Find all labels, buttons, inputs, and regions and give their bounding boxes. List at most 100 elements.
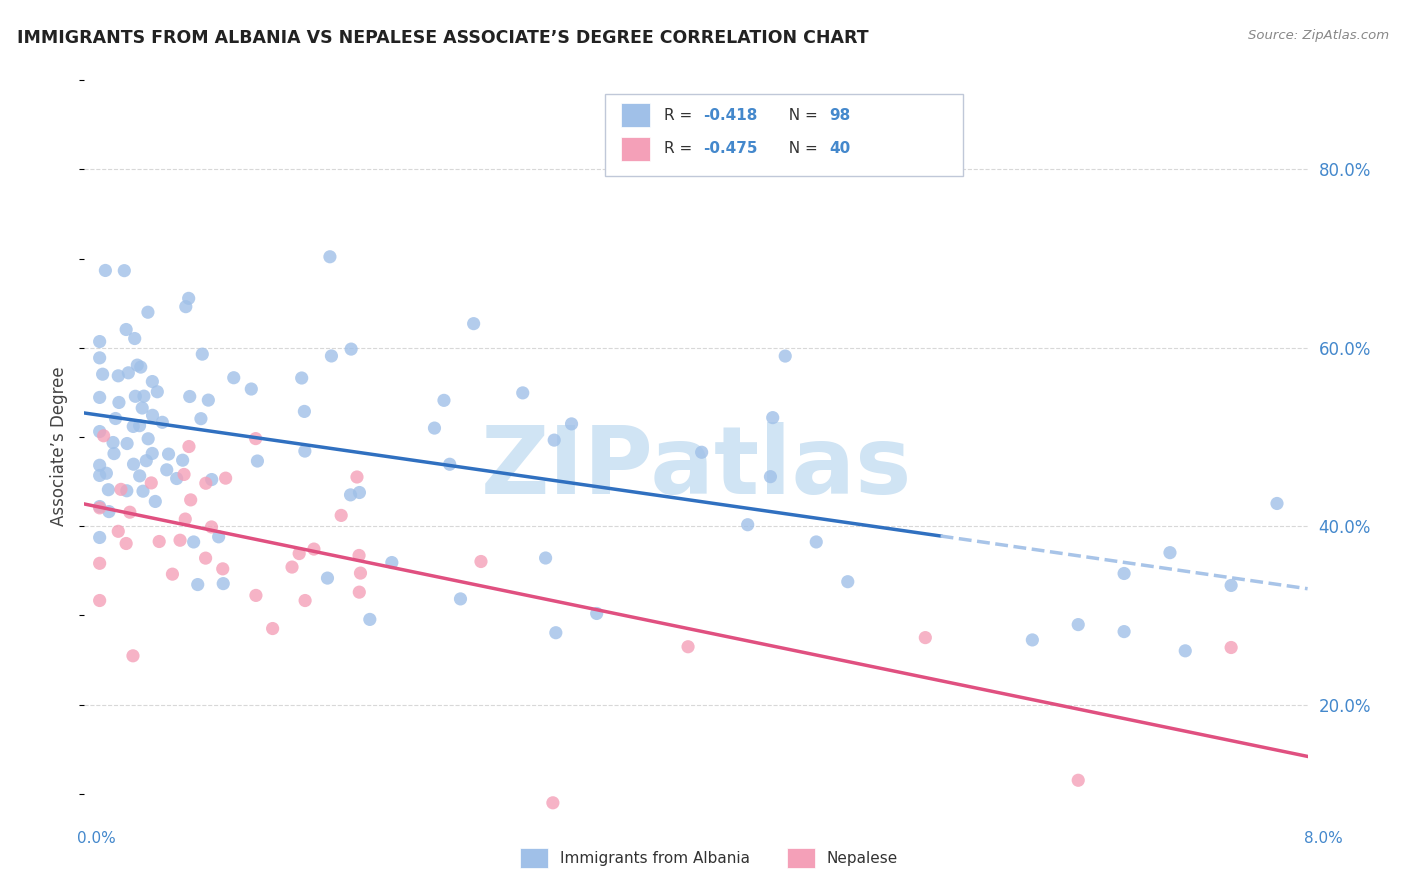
Point xyxy=(246,454,269,468)
Point xyxy=(211,562,233,576)
Point xyxy=(212,576,235,591)
Point xyxy=(561,417,583,431)
Point xyxy=(187,577,209,591)
Text: 8.0%: 8.0% xyxy=(1303,831,1343,846)
Point xyxy=(294,444,316,458)
Point xyxy=(585,607,607,621)
Point xyxy=(245,432,267,446)
Point xyxy=(676,640,699,654)
Point xyxy=(131,401,153,415)
Point xyxy=(89,593,111,607)
Point xyxy=(89,531,111,545)
Point xyxy=(132,389,155,403)
Point xyxy=(157,447,180,461)
Point xyxy=(117,366,139,380)
Point xyxy=(262,622,284,636)
Point xyxy=(136,432,159,446)
Point xyxy=(1220,578,1243,592)
Point xyxy=(162,567,184,582)
Point xyxy=(330,508,353,523)
Point xyxy=(177,291,200,305)
Y-axis label: Associate’s Degree: Associate’s Degree xyxy=(51,367,69,525)
Point xyxy=(423,421,446,435)
Point xyxy=(115,322,138,336)
Point xyxy=(89,468,111,483)
Text: R =: R = xyxy=(664,142,697,156)
Point xyxy=(1067,617,1090,632)
Point xyxy=(208,530,231,544)
Text: Source: ZipAtlas.com: Source: ZipAtlas.com xyxy=(1249,29,1389,42)
Point xyxy=(174,300,197,314)
Point xyxy=(128,418,150,433)
Point xyxy=(190,411,212,425)
Point xyxy=(124,332,146,346)
Point xyxy=(339,488,361,502)
Point xyxy=(316,571,339,585)
Point xyxy=(96,467,118,481)
Point xyxy=(214,471,236,485)
Point xyxy=(89,351,111,365)
Point xyxy=(118,505,141,519)
Point xyxy=(200,520,222,534)
Point xyxy=(349,566,371,580)
Point xyxy=(359,612,381,626)
Point xyxy=(1220,640,1243,655)
Point xyxy=(112,263,135,277)
Point xyxy=(1114,566,1136,581)
Point xyxy=(172,453,194,467)
Point xyxy=(319,250,342,264)
Point xyxy=(166,471,188,485)
Point xyxy=(93,429,115,443)
Point xyxy=(914,631,936,645)
Point xyxy=(191,347,214,361)
Text: 40: 40 xyxy=(830,142,851,156)
Point xyxy=(141,446,163,460)
Point xyxy=(132,484,155,499)
Text: 0.0%: 0.0% xyxy=(77,831,117,846)
Point xyxy=(194,551,217,566)
Point xyxy=(439,457,461,471)
Point xyxy=(124,389,146,403)
Point xyxy=(294,593,316,607)
Point xyxy=(110,483,132,497)
Point xyxy=(89,458,111,473)
Point xyxy=(115,436,138,450)
Point xyxy=(97,505,120,519)
Point xyxy=(197,393,219,408)
Point xyxy=(543,433,565,447)
Point xyxy=(340,342,363,356)
Point xyxy=(292,404,315,418)
Point xyxy=(107,524,129,539)
Point xyxy=(141,375,163,389)
Point xyxy=(544,625,567,640)
Point xyxy=(349,485,371,500)
Point xyxy=(127,358,149,372)
Point xyxy=(180,492,202,507)
Point xyxy=(141,475,163,490)
Point xyxy=(94,263,117,277)
Point xyxy=(1174,644,1197,658)
Text: -0.418: -0.418 xyxy=(703,108,758,122)
Point xyxy=(174,512,197,526)
Text: Immigrants from Albania: Immigrants from Albania xyxy=(560,851,749,865)
Text: -0.475: -0.475 xyxy=(703,142,758,156)
Point xyxy=(128,468,150,483)
Point xyxy=(512,385,534,400)
Point xyxy=(104,411,127,425)
Point xyxy=(122,648,145,663)
Point xyxy=(302,542,325,557)
Point xyxy=(773,349,796,363)
Point xyxy=(103,447,125,461)
Point xyxy=(470,554,492,568)
Point xyxy=(115,483,138,498)
Point xyxy=(347,549,370,563)
Point xyxy=(806,535,828,549)
Point xyxy=(150,415,173,429)
Point xyxy=(183,535,205,549)
Text: ZIPatlas: ZIPatlas xyxy=(481,422,911,514)
Point xyxy=(173,467,195,482)
Point xyxy=(89,500,111,515)
Point xyxy=(222,370,245,384)
Point xyxy=(291,371,314,385)
Point xyxy=(762,410,785,425)
